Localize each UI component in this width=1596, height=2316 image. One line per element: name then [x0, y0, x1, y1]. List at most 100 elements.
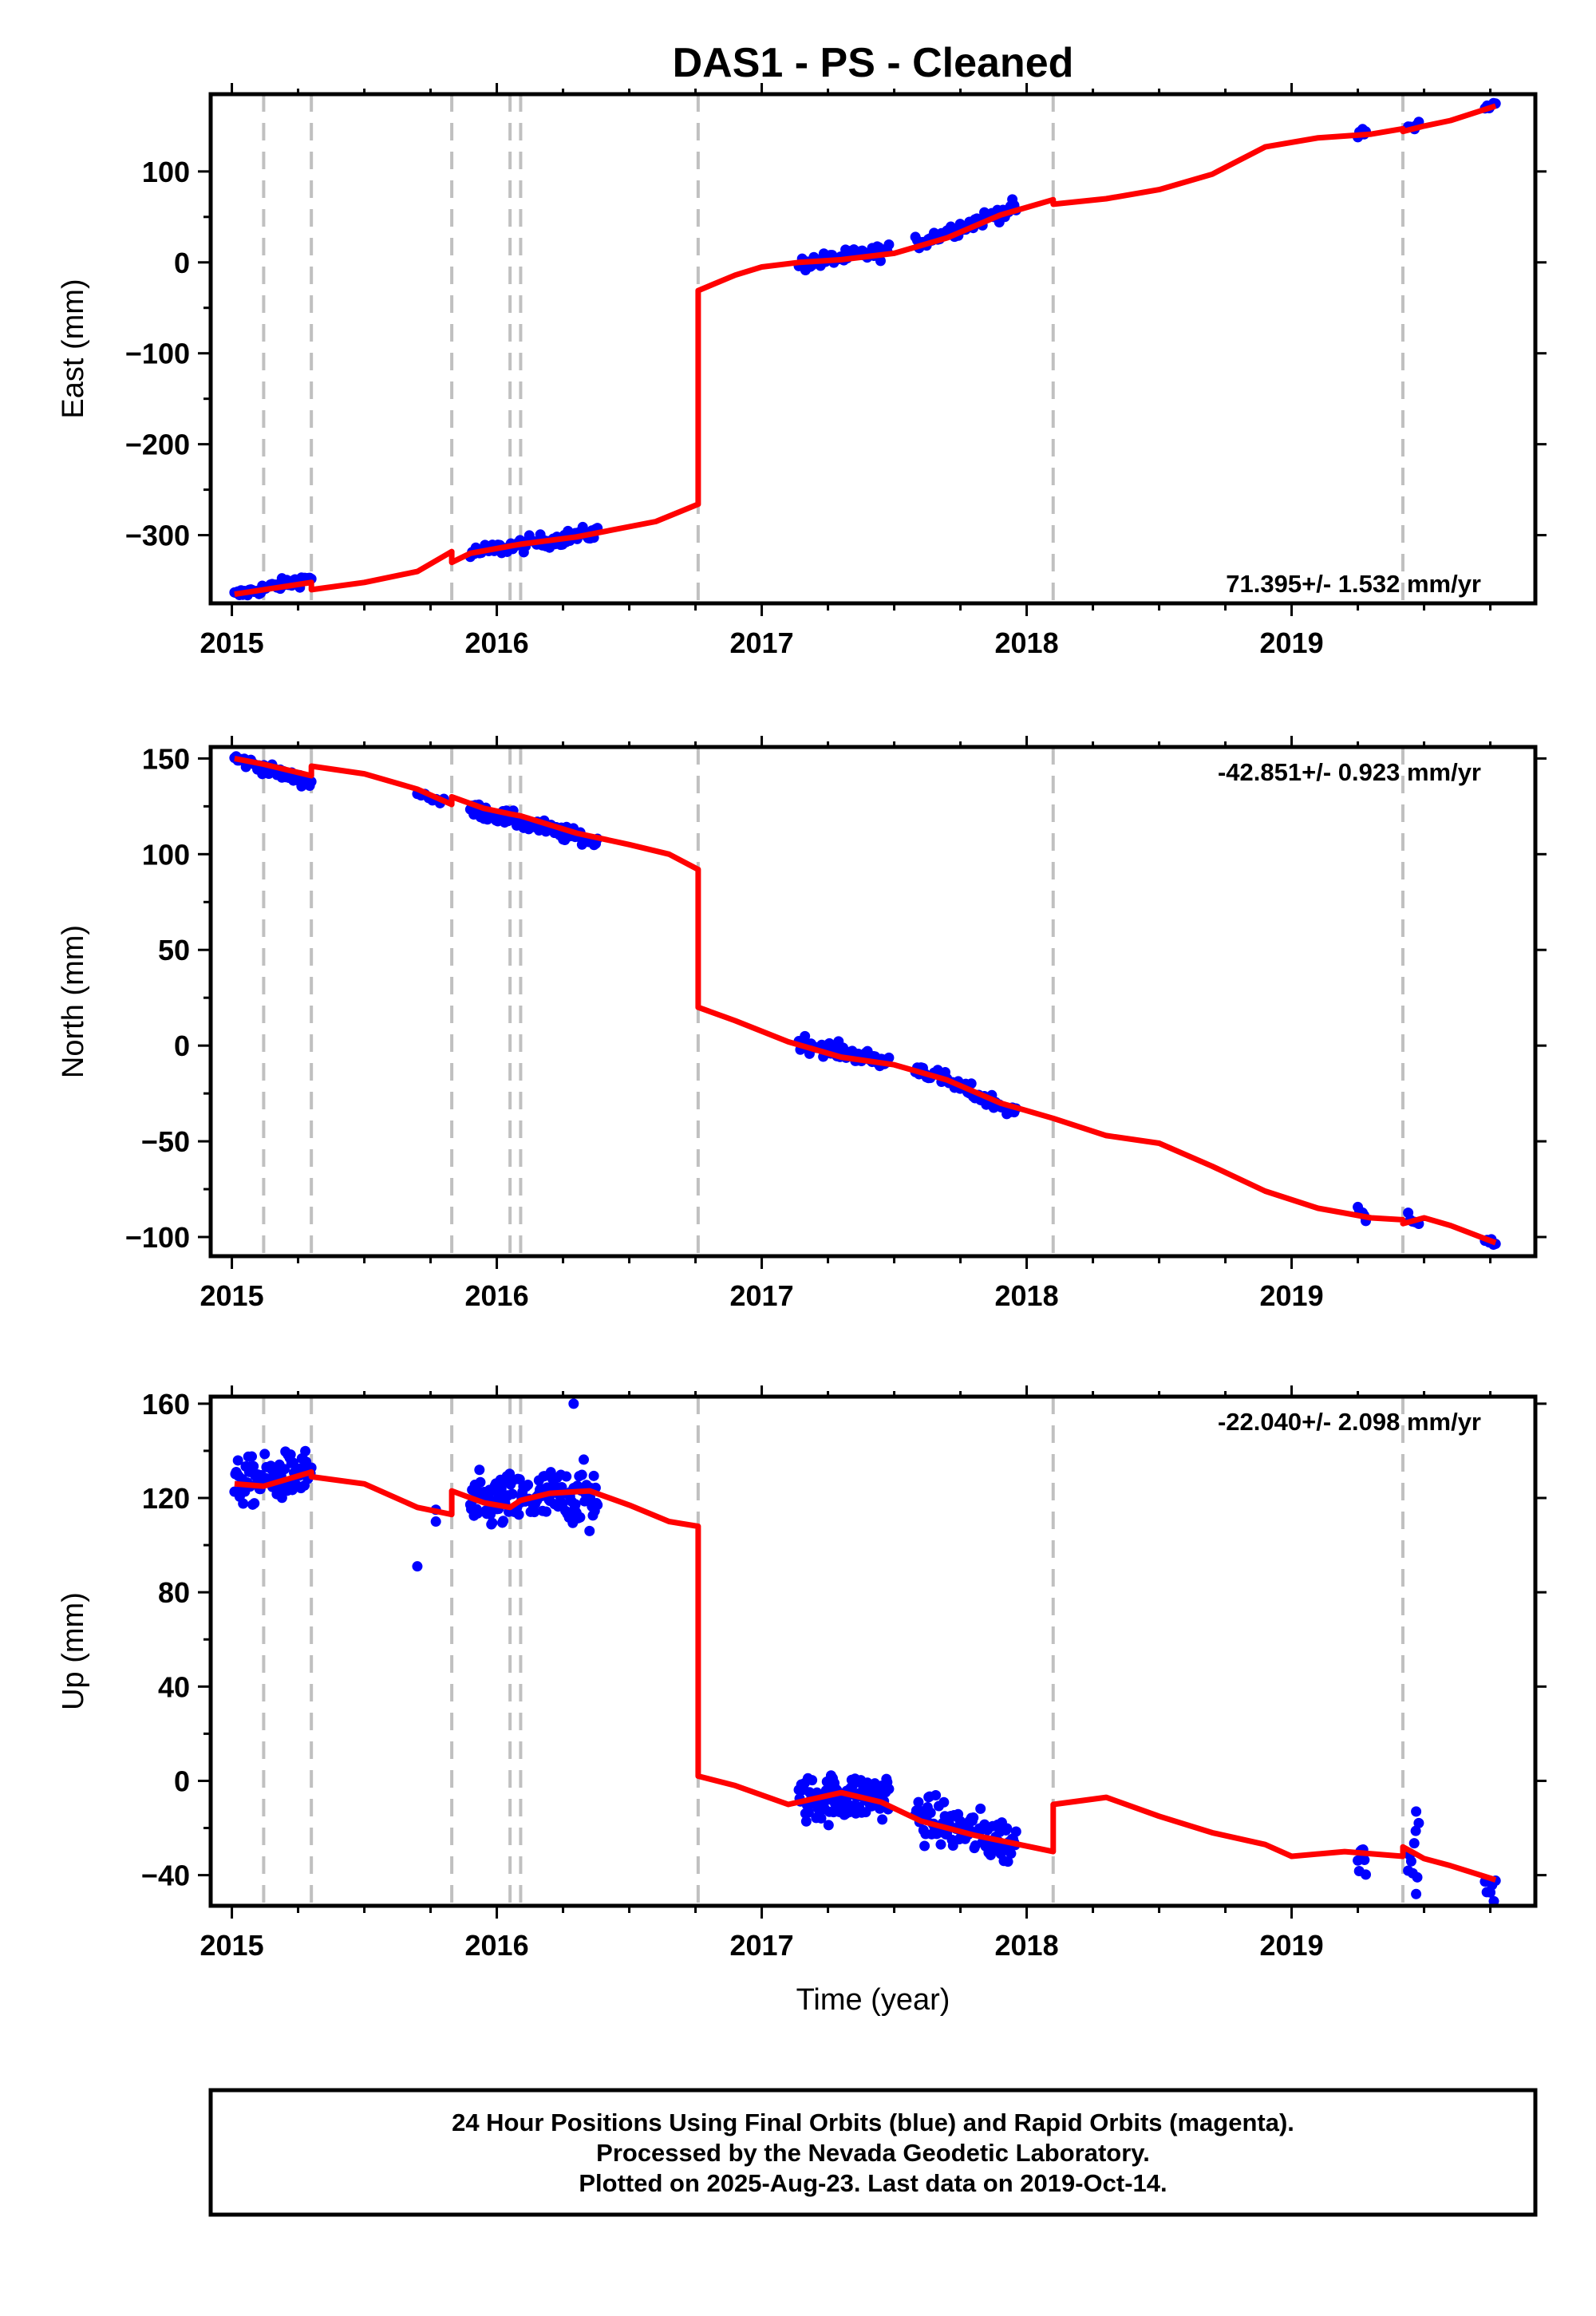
y-axis-label: East (mm)	[57, 279, 90, 418]
x-tick-label: 2018	[995, 1279, 1059, 1312]
data-point	[1410, 1825, 1421, 1836]
data-point	[919, 1840, 930, 1852]
data-point	[238, 1498, 249, 1509]
data-point	[930, 1790, 942, 1801]
data-point	[935, 1839, 946, 1850]
footer-line-2: Processed by the Nevada Geodetic Laborat…	[596, 2139, 1150, 2167]
data-point	[248, 1460, 259, 1472]
data-point	[575, 1512, 586, 1523]
rate-label: 71.395+/- 1.532 mm/yr	[1226, 570, 1481, 598]
data-point	[498, 1516, 509, 1527]
x-tick-label: 2016	[465, 1929, 529, 1962]
data-point	[1002, 1856, 1013, 1867]
data-point	[474, 1464, 485, 1476]
data-point	[412, 1561, 423, 1572]
data-point	[592, 1500, 603, 1511]
footer-box	[208, 2088, 1538, 2217]
data-point	[1359, 1855, 1370, 1866]
model-curve	[234, 103, 1497, 598]
model-curve	[234, 1469, 1497, 1883]
data-point	[883, 1052, 895, 1063]
footer-line-1: 24 Hour Positions Using Final Orbits (bl…	[452, 2109, 1294, 2136]
figure-title: DAS1 - PS - Cleaned	[673, 40, 1074, 86]
data-point	[823, 1820, 834, 1831]
y-tick-label: 160	[142, 1388, 190, 1421]
data-points	[229, 97, 1501, 601]
rate-label: -42.851+/- 0.923 mm/yr	[1218, 758, 1481, 786]
y-tick-label: 50	[158, 934, 190, 966]
data-point	[475, 1476, 486, 1488]
data-point	[249, 1498, 260, 1509]
x-tick-label: 2015	[200, 1279, 264, 1312]
y-tick-label: 0	[174, 1765, 190, 1797]
data-point	[579, 1454, 590, 1465]
data-point	[259, 1448, 271, 1460]
y-tick-label: −40	[141, 1860, 190, 1892]
x-tick-label: 2019	[1260, 1929, 1324, 1962]
data-points	[229, 751, 1501, 1251]
data-point	[1412, 1871, 1423, 1883]
x-tick-label: 2017	[730, 1279, 794, 1312]
data-point	[507, 1488, 518, 1500]
data-point	[285, 1449, 296, 1460]
x-tick-label: 2017	[730, 1929, 794, 1962]
x-tick-label: 2016	[465, 626, 529, 659]
data-point	[513, 1509, 524, 1520]
data-point	[487, 1517, 498, 1528]
y-tick-label: 80	[158, 1576, 190, 1609]
y-tick-label: 150	[142, 742, 190, 775]
data-point	[1001, 1823, 1013, 1834]
plot-frame	[208, 745, 1538, 1259]
footer-line-3: Plotted on 2025-Aug-23. Last data on 201…	[579, 2169, 1167, 2197]
y-tick-label: −200	[125, 429, 190, 461]
x-tick-label: 2015	[200, 626, 264, 659]
north-panel: 150 100 50 0 −50 −100 2015 2016 2017 2018 2019 Nort…	[57, 736, 1547, 1312]
data-point	[300, 1445, 311, 1456]
data-point	[883, 239, 895, 250]
data-point	[1413, 1817, 1424, 1828]
data-point	[800, 1816, 812, 1827]
y-tick-label: 40	[158, 1670, 190, 1703]
model-curve	[234, 755, 1497, 1246]
x-tick-label: 2017	[730, 626, 794, 659]
x-axis-label: Time (year)	[796, 1983, 950, 2017]
x-tick-label: 2016	[465, 1279, 529, 1312]
data-point	[279, 1464, 290, 1475]
y-tick-label: 100	[142, 838, 190, 871]
data-point	[968, 1812, 979, 1824]
data-point	[247, 1451, 258, 1462]
data-point	[1005, 1848, 1017, 1860]
rate-label: -22.040+/- 2.098 mm/yr	[1218, 1408, 1481, 1436]
data-point	[883, 1784, 895, 1795]
data-point	[306, 776, 317, 787]
x-tick-label: 2018	[995, 1929, 1059, 1962]
data-point	[287, 1457, 298, 1468]
data-point	[925, 1807, 936, 1818]
plot-frame	[208, 1394, 1538, 1908]
data-point	[570, 1499, 581, 1510]
y-tick-label: −50	[141, 1125, 190, 1158]
x-tick-label: 2018	[995, 626, 1059, 659]
y-tick-label: 100	[142, 156, 190, 188]
data-point	[1411, 1888, 1422, 1899]
data-point	[1405, 1856, 1416, 1867]
data-point	[966, 1078, 977, 1089]
x-tick-label: 2019	[1260, 1279, 1324, 1312]
data-point	[913, 1796, 924, 1808]
y-tick-label: 0	[174, 247, 190, 279]
x-tick-label: 2019	[1260, 626, 1324, 659]
data-point	[875, 255, 886, 267]
y-tick-label: 0	[174, 1030, 190, 1062]
data-point	[938, 1796, 950, 1808]
data-point	[816, 1812, 827, 1824]
data-point	[1411, 1806, 1422, 1817]
y-tick-label: −300	[125, 520, 190, 552]
plot-frame	[208, 92, 1538, 606]
data-point	[1361, 1869, 1372, 1880]
data-point	[523, 1480, 534, 1491]
data-point	[232, 1455, 243, 1466]
up-panel: 160 120 80 40 0 −40 2015 2016 2017 2018 2019 Up (mm…	[57, 1385, 1547, 1962]
y-tick-label: −100	[125, 338, 190, 370]
data-point	[1010, 1826, 1021, 1837]
